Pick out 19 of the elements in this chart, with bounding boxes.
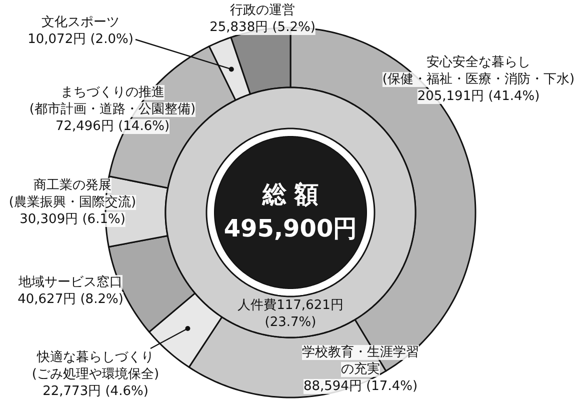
text: 総 額 [261, 180, 319, 208]
slice-label: 商工業の発展(農業振興・国際交流) [8, 178, 136, 210]
slice-label: 文化スポーツ [42, 15, 120, 30]
slice-label: 快適な暮らしづくり(ごみ処理や環境保全) [32, 349, 160, 382]
slice-label: 学校教育・生涯学習の充実 [302, 344, 419, 377]
text: 人件費117,621円 (23.7%) [238, 298, 344, 330]
slice-label: 地域サービス窓口 [18, 274, 122, 290]
data-label: 30,309円 (6.1%) [20, 212, 126, 227]
data-label: 22,773円 (4.6%) [42, 384, 148, 399]
data-label: 40,627円 (8.2%) [18, 292, 124, 307]
data-label: 88,594円 (17.4%) [303, 379, 418, 394]
data-label: 205,191円 (41.4%) [417, 89, 540, 104]
text: 495,900円 [224, 214, 358, 242]
slice-label: まちづくりの推進(都市計画・道路・公園整備) [29, 85, 196, 117]
data-label: 25,838円 (5.2%) [210, 20, 316, 35]
data-label: 10,072円 (2.0%) [28, 32, 134, 47]
slice-label: 安心安全な暮らし(保健・福祉・医療・消防・下水) [382, 54, 575, 87]
data-label: 72,496円 (14.6%) [55, 119, 170, 134]
slice-label: 行政の運営 [230, 3, 295, 18]
